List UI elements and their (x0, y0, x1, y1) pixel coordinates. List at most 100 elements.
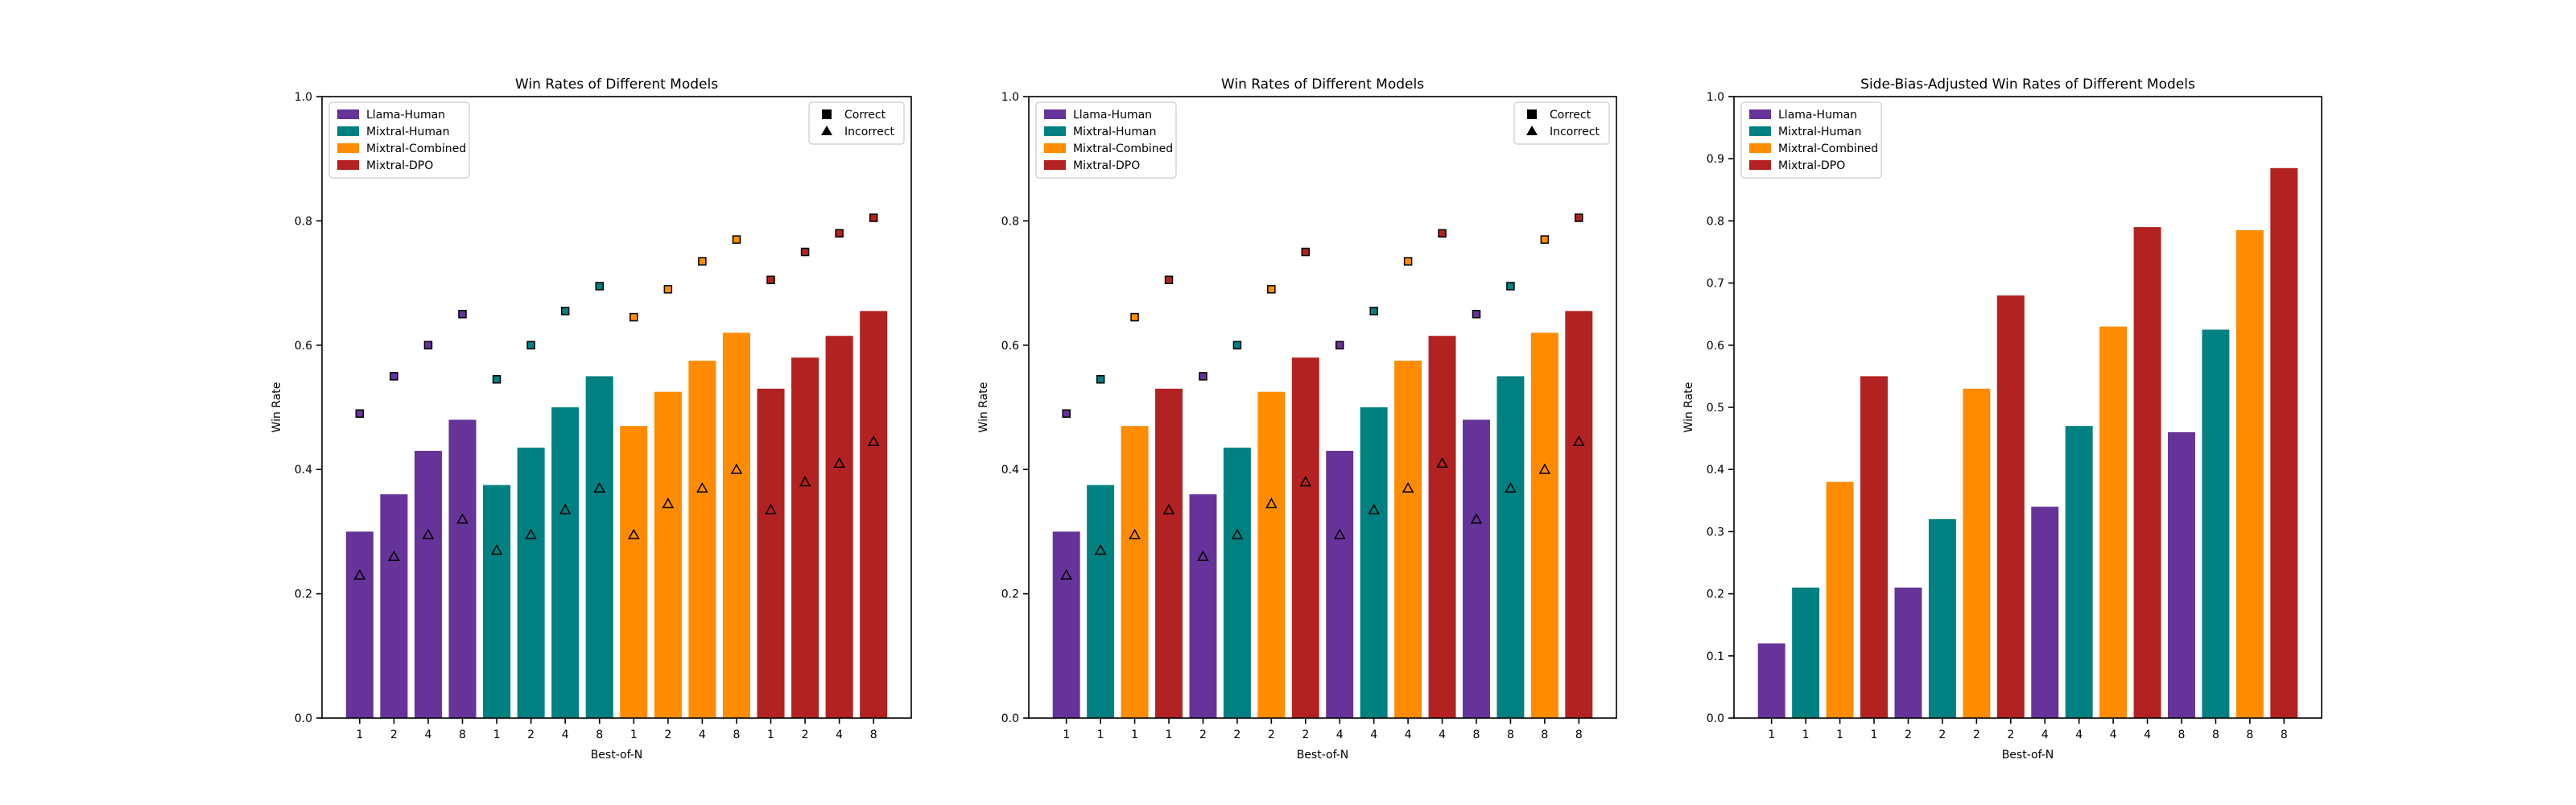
correct-marker (869, 213, 878, 222)
y-axis-label: Win Rate (1682, 382, 1695, 433)
legend-label: Mixtral-DPO (366, 159, 433, 172)
x-tick-label: 2 (1938, 729, 1946, 741)
bar (448, 419, 477, 718)
incorrect-marker (388, 550, 400, 561)
x-tick-label: 1 (493, 729, 501, 741)
x-tick-label: 4 (2110, 729, 2117, 741)
y-tick-label: 0.4 (1707, 464, 1724, 477)
bar (1394, 361, 1422, 718)
correct-marker (1232, 341, 1242, 350)
bar (860, 311, 888, 718)
x-tick-label: 8 (459, 729, 466, 741)
y-tick-label: 0.1 (1707, 650, 1724, 663)
incorrect-marker (1538, 463, 1551, 474)
x-tick-label: 1 (1802, 729, 1810, 741)
chart-title: Win Rates of Different Models (515, 76, 718, 93)
correct-marker (1062, 409, 1071, 418)
x-tick-label: 8 (2246, 729, 2253, 741)
incorrect-marker (730, 463, 743, 474)
bar (1860, 376, 1888, 718)
bar (1963, 388, 1991, 718)
bar (1996, 295, 2025, 718)
x-tick-label: 1 (1063, 729, 1070, 741)
bar (1463, 419, 1490, 718)
x-tick-label: 2 (1233, 729, 1241, 741)
y-tick-label: 0.0 (1707, 712, 1724, 725)
legend-label: Llama-Human (366, 109, 445, 122)
bar (2099, 326, 2128, 718)
correct-marker (732, 235, 741, 244)
axes-frame (321, 96, 912, 719)
bar (791, 357, 819, 718)
bar (1894, 587, 1922, 718)
bar (517, 448, 545, 718)
bar (585, 376, 613, 718)
legend-label: Incorrect (844, 126, 895, 138)
y-tick-label: 1.0 (1001, 91, 1019, 104)
x-tick-label: 2 (1973, 729, 1980, 741)
x-tick-label: 1 (1131, 729, 1138, 741)
x-tick-label: 4 (424, 729, 431, 741)
correct-marker (1164, 275, 1174, 284)
incorrect-marker (833, 456, 845, 469)
legend-label: Correct (844, 109, 886, 122)
legend-label: Llama-Human (1073, 109, 1152, 122)
incorrect-marker (559, 503, 572, 514)
bar (2270, 167, 2298, 718)
bar (825, 336, 853, 718)
bar (380, 494, 408, 718)
bar (654, 391, 682, 718)
bar (1496, 376, 1525, 718)
incorrect-marker (765, 503, 777, 514)
x-tick-label: 4 (2041, 729, 2049, 741)
bar (1155, 388, 1183, 718)
legend-label: Incorrect (1550, 126, 1600, 138)
incorrect-marker (1402, 481, 1414, 493)
chart-panel-3: 0.0 0.1 0.2 0.3 0.4 0.5 0.6 0.7 0.8 0.9 1.0 1 1 1 1 2 2 2… (1682, 76, 2322, 762)
bar (1121, 426, 1149, 718)
incorrect-marker (525, 528, 537, 539)
bar (2065, 426, 2093, 718)
incorrect-marker (1368, 503, 1380, 514)
correct-marker (1540, 235, 1550, 244)
x-tick-label: 1 (1836, 729, 1843, 741)
incorrect-marker (628, 528, 640, 539)
correct-marker (1575, 213, 1583, 222)
y-tick-label: 0.2 (1707, 588, 1724, 601)
series-legend: Llama-Human Mixtral-Human Mixtral-Combined… (1035, 101, 1177, 179)
incorrect-marker (353, 568, 366, 580)
bar (1326, 451, 1354, 718)
x-tick-label: 8 (2178, 729, 2186, 741)
bar (1792, 587, 1820, 718)
x-tick-label: 4 (2144, 729, 2151, 741)
incorrect-marker (799, 476, 811, 487)
x-tick-label: 8 (1541, 729, 1548, 741)
legend-swatch (1749, 143, 1771, 153)
bar (1052, 531, 1080, 718)
y-tick-label: 0.2 (1001, 588, 1019, 601)
incorrect-marker (1060, 568, 1072, 580)
bar (414, 451, 442, 718)
square-marker-icon (822, 109, 832, 119)
triangle-marker-icon (1526, 126, 1538, 135)
legend-swatch (337, 160, 359, 170)
correct-marker (355, 409, 365, 418)
legend-label: Mixtral-Human (366, 126, 450, 138)
x-tick-label: 2 (390, 729, 398, 741)
series-legend: Llama-Human Mixtral-Human Mixtral-Combined… (1740, 101, 1882, 179)
legend-swatch (1044, 143, 1066, 153)
y-tick-label: 0.4 (295, 464, 312, 477)
x-tick-label: 1 (1871, 729, 1878, 741)
y-axis-label: Win Rate (270, 382, 283, 433)
incorrect-marker (1436, 456, 1448, 469)
x-tick-label: 2 (1268, 729, 1275, 741)
x-tick-label: 2 (2007, 729, 2014, 741)
bar (1530, 332, 1558, 718)
legend-label: Mixtral-Combined (366, 142, 466, 155)
correct-marker (630, 312, 638, 322)
legend-swatch (1044, 109, 1066, 119)
bar (1360, 407, 1388, 718)
chart-title: Side-Bias-Adjusted Win Rates of Differen… (1860, 76, 2195, 93)
legend-label: Mixtral-Human (1073, 126, 1157, 138)
